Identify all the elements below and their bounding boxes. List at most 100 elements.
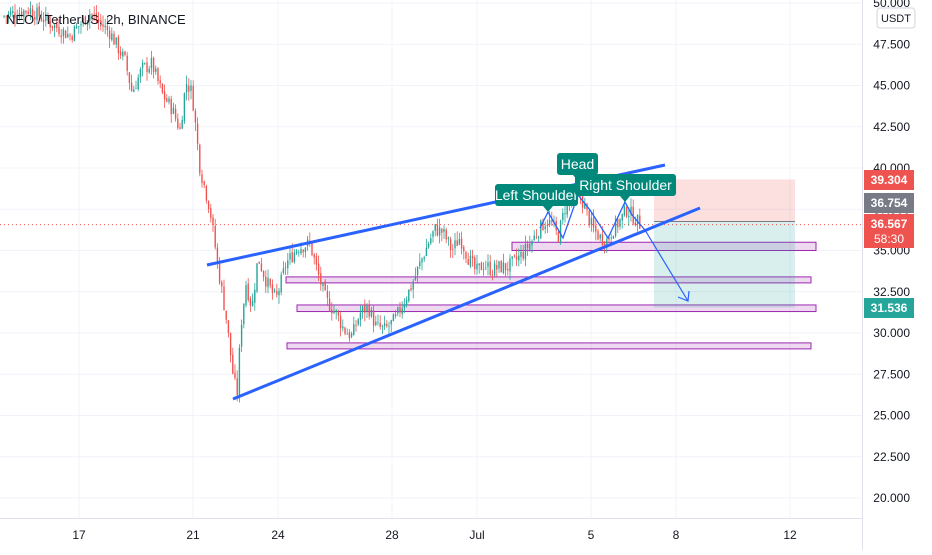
candle-body: [489, 261, 491, 275]
price-tag-countdown: 58:30: [874, 232, 904, 246]
candle-body: [300, 248, 302, 254]
time-axis[interactable]: 17 21 24 28 Jul 5 8 12: [0, 518, 862, 550]
candle-body: [152, 57, 155, 73]
candle-body: [364, 305, 366, 313]
candle-body: [504, 263, 507, 271]
candle-body: [313, 254, 315, 258]
candle-body: [403, 304, 406, 309]
candle-body: [639, 215, 641, 229]
candle-body: [42, 19, 45, 22]
candle-body: [414, 275, 417, 280]
candle-body: [262, 271, 265, 277]
candle-body: [64, 30, 67, 39]
candle-body: [372, 310, 375, 326]
candle-body: [447, 237, 450, 240]
candle-body: [339, 316, 342, 329]
candle-body: [375, 321, 377, 326]
candle-body: [115, 37, 117, 45]
lower-trendline: [232, 206, 701, 401]
candle-body: [408, 289, 410, 301]
candle-body: [493, 263, 496, 276]
support-zone: [511, 241, 817, 251]
candle-body: [383, 323, 386, 327]
candle-body: [284, 267, 287, 269]
candle-body: [471, 256, 474, 259]
position-tool[interactable]: [0, 179, 862, 308]
candle-body: [29, 8, 32, 15]
candle-body: [317, 263, 320, 275]
candle-body: [135, 88, 137, 90]
candle-body: [40, 17, 43, 21]
candle-body: [496, 265, 498, 270]
candle-body: [564, 213, 566, 215]
candle-body: [243, 303, 245, 325]
candle-body: [465, 252, 467, 259]
symbol-label[interactable]: NEO / TetherUS, 2h, BINANCE: [6, 12, 186, 27]
candle-body: [366, 304, 368, 312]
price-axis[interactable]: 50.00047.50045.00042.50040.00037.50035.0…: [862, 0, 932, 550]
candle-body: [546, 225, 549, 227]
candle-body: [454, 240, 456, 249]
candle-body: [155, 68, 157, 72]
candle-body: [102, 24, 104, 27]
candle-body: [335, 310, 337, 313]
candle-body: [485, 267, 487, 269]
currency-badge[interactable]: USDT: [876, 7, 916, 29]
take-profit-zone: [654, 221, 795, 308]
candle-body: [346, 333, 348, 335]
candle-body: [185, 84, 188, 93]
candle-body: [229, 332, 232, 356]
candle-body: [511, 256, 513, 259]
candle-body: [302, 249, 304, 253]
candle-body: [67, 33, 69, 37]
candle-body: [144, 63, 146, 64]
stop-loss-zone: [654, 179, 795, 222]
y-tick-label: 42.500: [873, 120, 910, 134]
candle-body: [247, 283, 249, 300]
candle-body: [529, 243, 531, 250]
x-tick-label: 8: [673, 528, 680, 542]
candle-body: [267, 277, 269, 288]
candle-body: [179, 127, 181, 129]
candle-body: [320, 273, 322, 285]
candle-body: [542, 221, 544, 231]
candle-body: [240, 324, 243, 347]
candle-body: [566, 201, 568, 215]
candle-body: [628, 215, 630, 218]
price-tag-value: 36.567: [871, 217, 908, 231]
candle-body: [168, 98, 170, 103]
pattern-outline: [539, 193, 646, 240]
candle-body: [273, 290, 276, 292]
candle-body: [353, 324, 355, 336]
candle-body: [427, 243, 430, 248]
price-tag-value: 31.536: [871, 301, 908, 315]
support-zone: [296, 304, 817, 313]
candle-body: [212, 217, 214, 226]
annotation-tail: [620, 196, 630, 202]
candle-body: [216, 247, 219, 261]
candle-body: [106, 25, 109, 31]
currency-badge-text: USDT: [881, 13, 911, 25]
candle-body: [432, 231, 434, 237]
candle-body: [458, 238, 461, 245]
candle-body: [181, 119, 183, 129]
candle-body: [469, 255, 472, 267]
candle-body: [460, 238, 463, 249]
candle-body: [531, 240, 533, 246]
x-tick-label: 12: [783, 528, 797, 542]
candle-body: [271, 284, 274, 293]
candle-body: [612, 235, 615, 239]
y-tick-label: 50.000: [873, 0, 910, 10]
candle-body: [381, 325, 384, 327]
candle-body: [227, 320, 230, 333]
candle-body: [295, 251, 298, 254]
candle-body: [535, 236, 538, 238]
candle-body: [423, 257, 425, 259]
candle-body: [524, 244, 527, 260]
candle-body: [452, 248, 454, 250]
candle-body: [201, 174, 203, 183]
candle-body: [260, 263, 263, 271]
candle-body: [256, 263, 258, 292]
